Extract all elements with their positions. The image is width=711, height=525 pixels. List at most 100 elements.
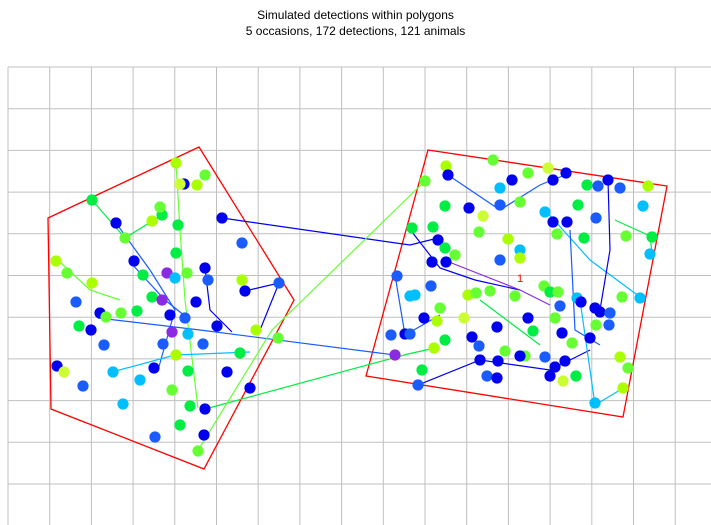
detection-point (458, 312, 470, 324)
detection-point (192, 445, 204, 457)
detection-track (448, 261, 551, 306)
detection-point (115, 307, 127, 319)
detection-point (128, 255, 140, 267)
detection-point (426, 256, 438, 268)
detection-point (617, 382, 629, 394)
detection-point (466, 331, 478, 343)
detection-point (131, 305, 143, 317)
detection-point (547, 216, 559, 228)
detection-point (236, 237, 248, 249)
detection-point (491, 321, 503, 333)
detection-point (499, 345, 511, 357)
detection-point (547, 174, 559, 186)
detection-point (439, 334, 451, 346)
detection-point (427, 221, 439, 233)
detection-point (522, 167, 534, 179)
detection-point (391, 270, 403, 282)
detection-point (440, 256, 452, 268)
detection-point (137, 269, 149, 281)
detection-point (484, 285, 496, 297)
detection-point (164, 309, 176, 321)
detection-point (557, 375, 569, 387)
detection-track (544, 209, 641, 298)
detection-point (61, 267, 73, 279)
detection-point (404, 290, 416, 302)
detection-point (502, 233, 514, 245)
detection-point (561, 216, 573, 228)
detection-point (416, 364, 428, 376)
detection-point (98, 339, 110, 351)
detection-point (544, 370, 556, 382)
detection-point (170, 247, 182, 259)
detection-point (418, 312, 430, 324)
detection-point (473, 340, 485, 352)
detection-point (494, 199, 506, 211)
detection-point (439, 242, 451, 254)
detection-point (622, 362, 634, 374)
detection-point (570, 370, 582, 382)
detection-track (479, 299, 541, 346)
detection-point (149, 431, 161, 443)
detection-point (566, 337, 578, 349)
detection-point (412, 379, 424, 391)
grid-lines (7, 66, 711, 525)
detection-point (179, 312, 191, 324)
detection-point (174, 419, 186, 431)
detection-point (119, 232, 131, 244)
detection-track (97, 317, 396, 356)
detection-point (134, 374, 146, 386)
detection-point (216, 212, 228, 224)
detection-point (604, 307, 616, 319)
detection-point (148, 362, 160, 374)
detection-track (221, 217, 439, 246)
detection-point (85, 324, 97, 336)
detection-point (481, 370, 493, 382)
detection-track (196, 180, 426, 453)
detection-point (154, 201, 166, 213)
detection-point (539, 351, 551, 363)
detection-layer (50, 154, 658, 457)
detection-point (514, 252, 526, 264)
detection-point (406, 222, 418, 234)
detection-point (549, 361, 561, 373)
detection-point (404, 328, 416, 340)
detection-point (250, 324, 262, 336)
detection-point (477, 210, 489, 222)
detection-point (646, 231, 658, 243)
detection-point (556, 327, 568, 339)
detection-point (473, 226, 485, 238)
detection-point (442, 169, 454, 181)
detection-point (50, 255, 62, 267)
detection-point (449, 249, 461, 261)
detection-point (578, 232, 590, 244)
detection-point (182, 365, 194, 377)
detection-point (589, 397, 601, 409)
detection-point (110, 217, 122, 229)
detection-point (181, 267, 193, 279)
detection-point (221, 366, 233, 378)
detection-point (572, 199, 584, 211)
detection-point (616, 291, 628, 303)
detection-point (509, 290, 521, 302)
detection-point (506, 174, 518, 186)
detection-point (385, 329, 397, 341)
detection-point (522, 312, 534, 324)
detection-point (494, 182, 506, 194)
detection-point (544, 286, 556, 298)
detection-point (170, 349, 182, 361)
detection-point (70, 296, 82, 308)
detection-point (581, 179, 593, 191)
detection-point (117, 398, 129, 410)
detection-point (644, 248, 656, 260)
detection-track (599, 179, 611, 311)
detection-point (432, 234, 444, 246)
detection-point (552, 286, 564, 298)
detection-point (234, 347, 246, 359)
detection-point (389, 349, 401, 361)
detection-point (77, 380, 89, 392)
polygon-2 (365, 149, 668, 418)
detection-point (514, 196, 526, 208)
detection-point (272, 332, 284, 344)
detection-point (161, 267, 173, 279)
